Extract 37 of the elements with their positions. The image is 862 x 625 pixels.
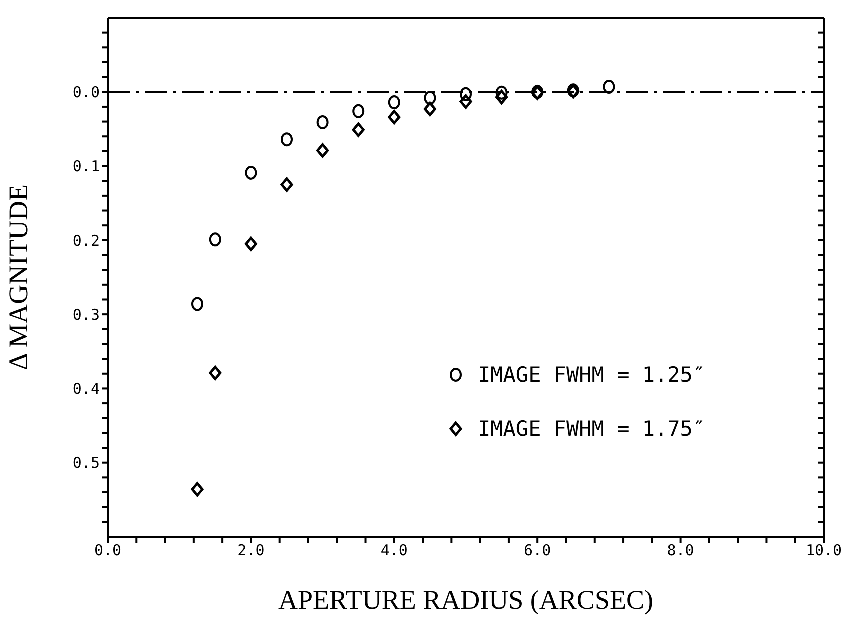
point [209,232,222,247]
legend-label: IMAGE FWHM = 1.75″ [478,417,706,441]
x-tick-label: 8.0 [667,542,694,560]
x-tick-label: 0.0 [94,542,122,560]
y-tick-label: 0.0 [72,83,100,102]
point [424,91,436,106]
point [388,110,401,125]
x-tick-label: 2.0 [238,542,265,560]
point [191,482,204,497]
y-tick-label: 0.5 [72,454,100,472]
point [244,236,258,252]
point [352,104,365,118]
point [388,96,400,110]
point [316,143,330,158]
point [280,178,294,192]
point [209,366,222,380]
point [424,102,436,116]
y-tick-label: 0.3 [72,306,100,324]
point [496,86,508,100]
y-tick-label: 0.4 [72,380,100,398]
point [496,90,508,105]
point [245,166,258,180]
x-axis-title: APERTURE RADIUS (ARCSEC) [278,585,654,615]
point [603,80,616,94]
y-axis-title: Δ MAGNITUDE [4,184,34,371]
point [316,116,329,130]
x-tick-label: 4.0 [380,542,408,560]
y-tick-label: 0.1 [72,158,100,176]
y-tick-label: 0.2 [72,232,100,250]
point [192,297,204,312]
point [460,87,472,102]
point [352,122,365,138]
legend-label: IMAGE FWHM = 1.25″ [478,363,706,387]
point [281,132,293,147]
x-tick-label: 10.0 [806,542,842,560]
x-tick-label: 6.0 [524,542,552,560]
point [460,94,472,110]
